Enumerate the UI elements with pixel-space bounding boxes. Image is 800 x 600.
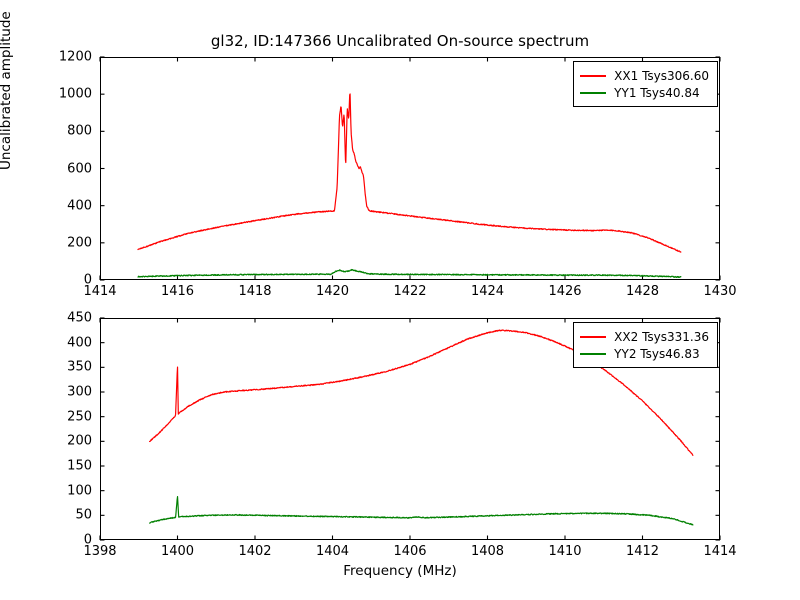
y-tick-label-bottom: 350 — [67, 359, 92, 375]
figure-title: gl32, ID:147366 Uncalibrated On-source s… — [210, 32, 590, 50]
legend-top: XX1 Tsys306.60 YY1 Tsys40.84 — [573, 61, 718, 107]
y-tick-label-bottom: 150 — [67, 458, 92, 474]
x-tick-label-bottom: 1410 — [548, 544, 582, 559]
x-tick-label-bottom: 1404 — [315, 544, 350, 559]
plot-canvas-bottom — [99, 317, 721, 541]
legend-label: YY1 Tsys40.84 — [614, 85, 700, 100]
x-axis-label: Frequency (MHz) — [343, 563, 457, 579]
y-axis-label-top: Uncalibrated amplitude — [0, 11, 14, 170]
legend-line-icon — [580, 74, 607, 77]
legend-entry: XX2 Tsys331.36 — [580, 328, 709, 345]
y-tick-label-top: 600 — [67, 161, 92, 176]
y-tick-label-top: 400 — [67, 198, 92, 214]
x-tick-label-bottom: 1400 — [160, 544, 195, 559]
y-tick-label-top: 1200 — [58, 49, 92, 65]
y-tick-label-bottom: 400 — [67, 335, 92, 351]
x-tick-label-top: 1424 — [470, 284, 505, 299]
legend-bottom: XX2 Tsys331.36 YY2 Tsys46.83 — [573, 322, 718, 368]
x-tick-label-top: 1418 — [238, 284, 272, 299]
x-tick-label-bottom: 1414 — [703, 544, 737, 559]
y-tick-label-bottom: 0 — [83, 532, 92, 548]
x-tick-label-bottom: 1406 — [393, 544, 427, 559]
y-tick-label-top: 800 — [67, 123, 92, 139]
x-tick-label-top: 1428 — [625, 284, 660, 299]
y-tick-label-top: 0 — [83, 272, 92, 288]
legend-label: XX1 Tsys306.60 — [614, 68, 709, 83]
legend-entry: YY1 Tsys40.84 — [580, 84, 709, 101]
x-tick-label-bottom: 1398 — [83, 544, 117, 559]
x-tick-label-bottom: 1412 — [625, 544, 660, 559]
legend-label: XX2 Tsys331.36 — [614, 329, 709, 344]
y-tick-label-bottom: 250 — [67, 409, 92, 425]
x-tick-label-top: 1420 — [315, 284, 350, 299]
y-tick-label-bottom: 450 — [67, 310, 92, 326]
legend-entry: YY2 Tsys46.83 — [580, 345, 709, 362]
legend-line-icon — [580, 352, 607, 355]
x-tick-label-top: 1422 — [393, 284, 427, 299]
x-tick-label-bottom: 1408 — [470, 544, 505, 559]
x-tick-label-top: 1416 — [160, 284, 195, 299]
y-tick-label-bottom: 100 — [67, 483, 92, 499]
y-tick-label-bottom: 300 — [67, 384, 92, 400]
y-tick-label-top: 1000 — [58, 86, 92, 102]
legend-label: YY2 Tsys46.83 — [614, 346, 700, 361]
y-tick-label-bottom: 50 — [75, 507, 92, 523]
y-tick-label-top: 200 — [67, 235, 92, 251]
x-tick-label-top: 1430 — [703, 284, 737, 299]
plot-canvas-top — [99, 56, 721, 281]
legend-line-icon — [580, 91, 607, 94]
x-tick-label-top: 1414 — [83, 284, 117, 299]
x-tick-label-top: 1426 — [548, 284, 582, 299]
legend-line-icon — [580, 335, 607, 338]
legend-entry: XX1 Tsys306.60 — [580, 67, 709, 84]
y-tick-label-bottom: 200 — [67, 433, 92, 449]
x-tick-label-bottom: 1402 — [238, 544, 272, 559]
